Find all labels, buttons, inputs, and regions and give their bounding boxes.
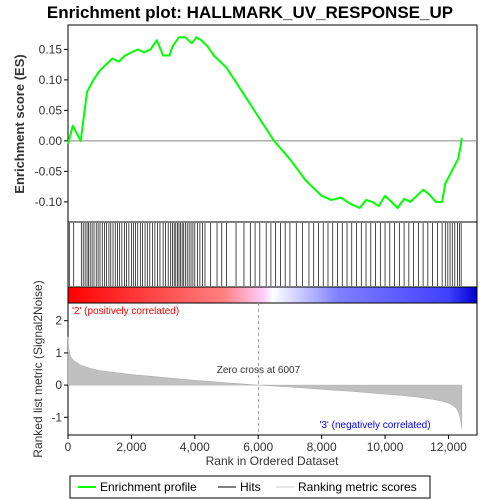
ranking-panel-frame: [67, 302, 478, 436]
es-y-ticks: 0.15 0.10 0.05 0.00 -0.05 -0.10: [35, 42, 68, 209]
ranking-y-tick-label: 2: [55, 314, 62, 328]
hits-panel-frame: [67, 221, 478, 288]
ranking-y-tick-label: 1: [55, 346, 62, 360]
legend: Enrichment profile Hits Ranking metric s…: [69, 475, 431, 499]
x-axis-ticks: 0 2,000 4,000 6,000 8,000 10,000 12,000: [65, 435, 467, 454]
es-y-axis-label: Enrichment score (ES): [12, 54, 27, 193]
x-tick-label: 0: [65, 440, 72, 454]
x-tick-label: 12,000: [430, 440, 467, 454]
es-y-tick-label: -0.10: [35, 195, 63, 209]
x-axis-label: Rank in Ordered Dataset: [206, 454, 339, 468]
ranking-y-axis-label: Ranked list metric (Signal2Noise): [31, 280, 45, 457]
es-y-tick-label: 0.00: [39, 134, 63, 148]
enrichment-profile-line: [67, 36, 463, 209]
x-tick-label: 8,000: [307, 440, 337, 454]
legend-enrichment-label: Enrichment profile: [100, 480, 197, 494]
x-tick-label: 6,000: [243, 440, 273, 454]
x-tick-label: 2,000: [116, 440, 146, 454]
negative-correlation-label: '3' (negatively correlated): [319, 420, 430, 431]
es-y-tick-label: -0.05: [35, 164, 63, 178]
chart-title: Enrichment plot: HALLMARK_UV_RESPONSE_UP: [47, 3, 453, 22]
x-tick-label: 4,000: [180, 440, 210, 454]
zero-cross-label: Zero cross at 6007: [217, 365, 301, 376]
ranking-y-ticks: 2 1 0 -1: [51, 314, 68, 424]
x-tick-label: 10,000: [367, 440, 404, 454]
legend-hits-label: Hits: [240, 480, 261, 494]
es-y-tick-label: 0.15: [39, 42, 63, 56]
legend-ranking-label: Ranking metric scores: [298, 480, 417, 494]
ranking-metric-area: [67, 336, 463, 429]
positive-correlation-label: '2' (positively correlated): [72, 306, 179, 317]
ranking-y-tick-label: 0: [55, 378, 62, 392]
ranking-y-tick-label: -1: [51, 410, 62, 424]
legend-frame: [69, 475, 431, 499]
rank-colorbar: [67, 286, 478, 304]
es-panel-frame: [67, 24, 478, 223]
hit-marks: [68, 223, 462, 286]
es-panel: 0.15 0.10 0.05 0.00 -0.05 -0.10: [35, 24, 478, 223]
es-y-tick-label: 0.10: [39, 73, 63, 87]
ranking-panel: 2 1 0 -1 '2' (positively correlated) Zero c…: [51, 302, 478, 436]
es-y-tick-label: 0.05: [39, 103, 63, 117]
hits-panel: [67, 221, 478, 288]
